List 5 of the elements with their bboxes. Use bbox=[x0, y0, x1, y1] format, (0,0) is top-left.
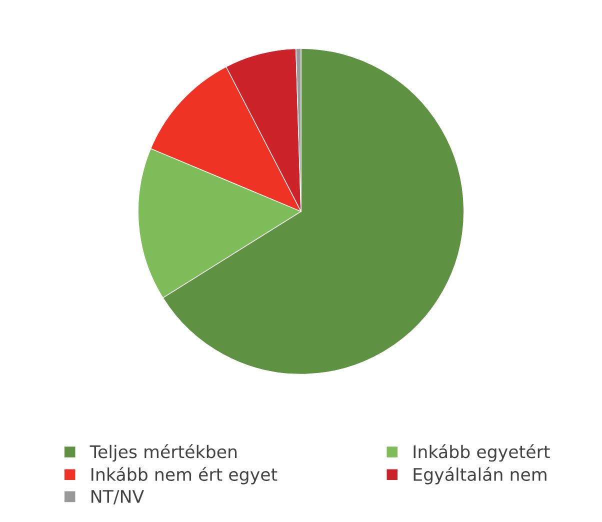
legend-label: Egyáltalán nem bbox=[414, 466, 546, 484]
legend-label: Teljes mértékben bbox=[90, 444, 237, 462]
legend-label: NT/NV bbox=[92, 490, 144, 504]
legend-label: Inkább egyetért bbox=[414, 444, 550, 462]
legend-label: Inkább nem ért egyet bbox=[92, 466, 278, 484]
